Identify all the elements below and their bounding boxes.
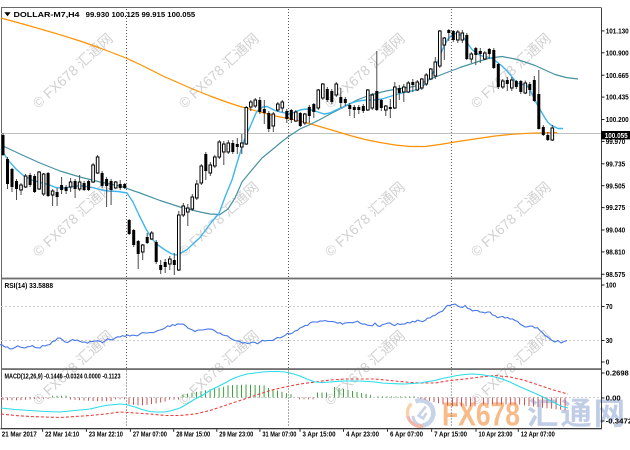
svg-text:4 Apr 23:00: 4 Apr 23:00: [346, 431, 379, 438]
svg-text:100.435: 100.435: [606, 93, 629, 102]
svg-text:0.2698: 0.2698: [606, 369, 629, 378]
svg-text:7 Apr 15:00: 7 Apr 15:00: [434, 431, 467, 438]
svg-text:99.970: 99.970: [606, 137, 626, 146]
svg-text:0.00: 0.00: [606, 394, 621, 403]
svg-text:99.930 100.125 99.915 100.055: 99.930 100.125 99.915 100.055: [86, 10, 196, 19]
svg-text:100: 100: [606, 281, 617, 290]
svg-text:12 Apr 07:00: 12 Apr 07:00: [521, 431, 555, 438]
svg-text:21 Mar 2017: 21 Mar 2017: [2, 431, 37, 438]
svg-text:FX678: FX678: [442, 396, 520, 433]
svg-text:98.810: 98.810: [606, 248, 626, 257]
svg-text:23 Mar 22:10: 23 Mar 22:10: [89, 431, 123, 438]
svg-text:70: 70: [606, 302, 613, 311]
svg-text:22 Mar 14:10: 22 Mar 14:10: [45, 431, 79, 438]
svg-text:31 Mar 07:00: 31 Mar 07:00: [262, 431, 296, 438]
svg-text:100.900: 100.900: [606, 48, 629, 57]
svg-text:99.505: 99.505: [606, 181, 626, 190]
svg-text:101.130: 101.130: [606, 27, 629, 36]
svg-text:DOLLAR-M7,H4: DOLLAR-M7,H4: [14, 10, 80, 19]
svg-text:10 Apr 23:00: 10 Apr 23:00: [479, 431, 513, 438]
svg-text:RSI(14) 33.5888: RSI(14) 33.5888: [5, 283, 54, 290]
svg-text:99.735: 99.735: [606, 159, 626, 168]
svg-text:29 Mar 23:00: 29 Mar 23:00: [219, 431, 253, 438]
svg-text:99.275: 99.275: [606, 203, 626, 212]
svg-text:100.055: 100.055: [605, 131, 628, 140]
svg-text:3 Apr 15:00: 3 Apr 15:00: [303, 431, 336, 438]
svg-text:-0.3472: -0.3472: [606, 417, 630, 426]
svg-text:0: 0: [606, 358, 610, 367]
svg-text:27 Mar 07:00: 27 Mar 07:00: [133, 431, 167, 438]
svg-text:100.200: 100.200: [606, 115, 629, 124]
svg-text:99.040: 99.040: [606, 226, 626, 235]
svg-text:30: 30: [606, 336, 613, 345]
svg-text:6 Apr 07:00: 6 Apr 07:00: [390, 431, 423, 438]
svg-text:100.665: 100.665: [606, 71, 629, 80]
svg-text:28 Mar 15:00: 28 Mar 15:00: [176, 431, 210, 438]
svg-text:MACD(12,26,9) -0.1446 -0.0324: MACD(12,26,9) -0.1446 -0.0324 0.0000 -0.…: [5, 374, 121, 381]
svg-text:98.575: 98.575: [606, 270, 626, 279]
